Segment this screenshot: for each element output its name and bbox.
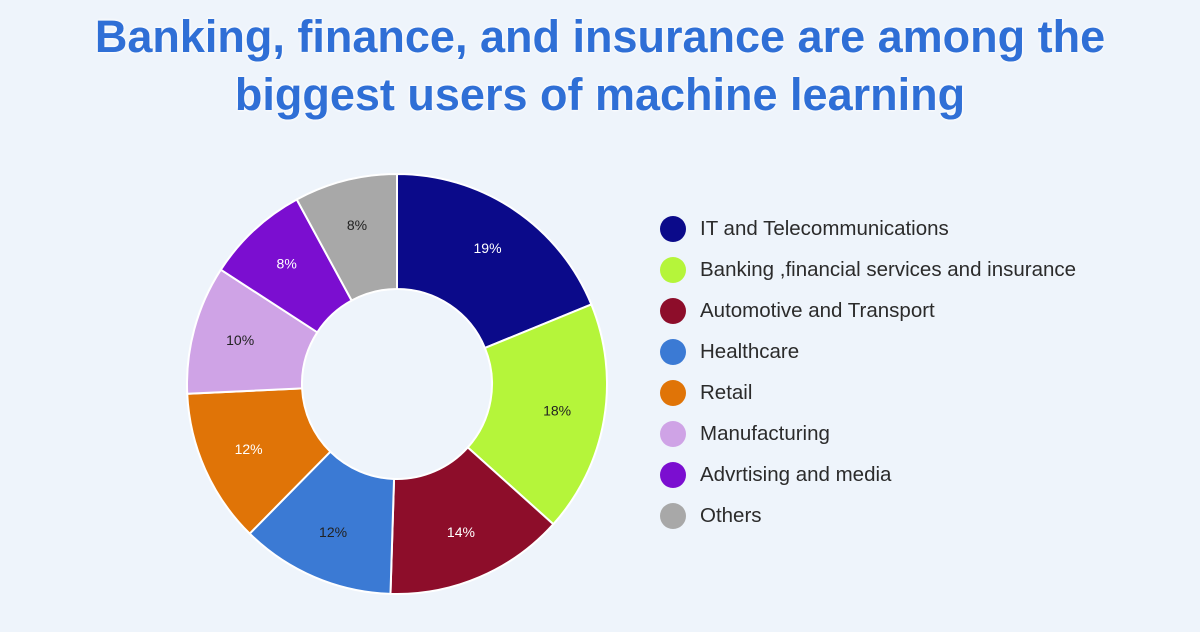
legend-item-4: Healthcare [660, 331, 1076, 372]
legend-label-8: Others [700, 503, 762, 527]
legend-label-5: Retail [700, 380, 753, 404]
legend-swatch-4 [660, 338, 686, 365]
legend-item-5: Retail [660, 372, 1076, 413]
donut-slice-3 [389, 446, 555, 595]
legend-item-6: Manufacturing [660, 413, 1076, 454]
legend-swatch-7 [660, 461, 686, 488]
legend-swatch-6 [660, 420, 686, 447]
slice-label-4: 12% [319, 524, 347, 540]
legend-item-7: Advrtising and media [660, 454, 1076, 495]
chart-title: Banking, finance, and insurance are amon… [0, 8, 1200, 124]
donut-slice-1 [396, 172, 593, 350]
donut-slice-2 [466, 303, 608, 526]
legend-label-3: Automotive and Transport [700, 298, 935, 322]
legend-label-7: Advrtising and media [700, 462, 892, 486]
chart-title-line-1: Banking, finance, and insurance are amon… [94, 11, 1106, 62]
legend-swatch-3 [660, 297, 686, 324]
legend-swatch-8 [660, 502, 686, 529]
legend-item-3: Automotive and Transport [660, 290, 1076, 331]
slice-label-6: 10% [226, 332, 254, 348]
legend-swatch-2 [660, 256, 686, 283]
slice-label-5: 12% [235, 441, 263, 457]
donut-slice-8 [295, 172, 398, 302]
chart-title-line-2: biggest users of machine learning [234, 69, 966, 120]
legend-label-4: Healthcare [700, 339, 800, 363]
slice-label-8: 8% [347, 217, 367, 233]
slice-label-7: 8% [277, 255, 297, 271]
chart-legend: IT and Telecommunications Banking ,financ… [660, 208, 1076, 536]
donut-chart: 19% 18% 14% 12% 12% 10% 8% 8% [186, 172, 608, 595]
legend-item-8: Others [660, 495, 1076, 536]
slice-label-1: 19% [474, 240, 502, 256]
slice-label-2: 18% [543, 402, 571, 418]
legend-label-2: Banking ,financial services and insuranc… [700, 257, 1077, 281]
legend-item-2: Banking ,financial services and insuranc… [660, 249, 1076, 290]
legend-swatch-5 [660, 379, 686, 406]
legend-label-1: IT and Telecommunications [700, 216, 949, 240]
legend-swatch-1 [660, 215, 686, 242]
slice-label-3: 14% [447, 524, 475, 540]
legend-label-6: Manufacturing [700, 421, 830, 445]
legend-item-1: IT and Telecommunications [660, 208, 1076, 249]
